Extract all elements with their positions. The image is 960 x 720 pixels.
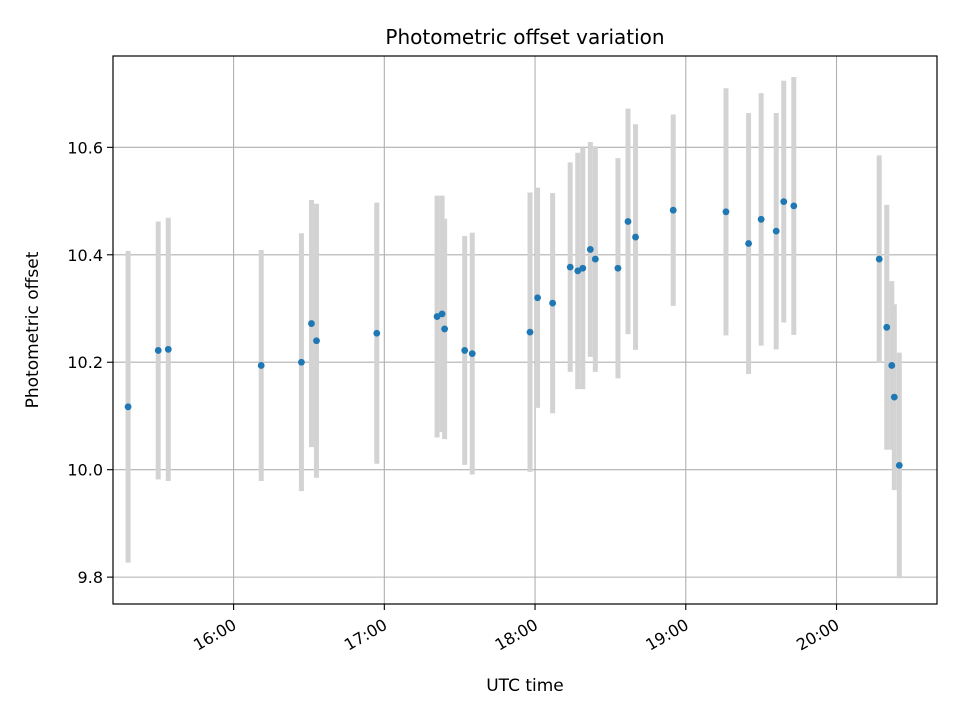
data-point: [586, 246, 594, 253]
data-point: [257, 362, 265, 369]
data-point: [526, 328, 534, 336]
data-point: [888, 362, 896, 369]
data-point: [883, 323, 891, 331]
data-point: [875, 255, 883, 263]
data-point: [722, 208, 730, 216]
data-point: [772, 227, 780, 235]
y-tick-label: 10.4: [67, 246, 103, 265]
data-point: [438, 310, 446, 318]
y-tick-label: 10.0: [67, 461, 103, 480]
y-axis-ticks: 9.8 10.0 10.2 10.4 10.6: [67, 138, 113, 587]
data-point: [669, 206, 677, 214]
data-point: [124, 403, 132, 411]
y-axis-title: Photometric offset: [23, 251, 43, 408]
data-point: [614, 264, 622, 272]
data-point: [757, 215, 765, 223]
data-point: [780, 198, 788, 205]
grid-lines: [113, 56, 937, 604]
data-point: [154, 347, 162, 354]
data-point: [566, 263, 574, 271]
data-point: [534, 294, 541, 302]
data-point: [433, 313, 441, 320]
data-point: [624, 218, 632, 225]
x-axis-title: UTC time: [486, 676, 564, 696]
data-point: [164, 345, 172, 353]
data-point: [890, 393, 898, 401]
data-point: [745, 240, 752, 247]
chart-title: Photometric offset variation: [385, 25, 664, 49]
y-tick-label: 10.2: [67, 353, 103, 372]
data-point: [468, 350, 476, 358]
data-point: [574, 267, 582, 275]
data-point: [441, 325, 449, 333]
data-point: [579, 264, 587, 272]
data-point: [298, 358, 305, 366]
y-tick-label: 9.8: [78, 568, 103, 587]
data-points: [124, 198, 903, 469]
data-point: [790, 202, 798, 210]
data-point: [895, 461, 903, 469]
data-point: [591, 255, 599, 263]
data-point: [313, 337, 320, 345]
plot-frame: [112, 55, 938, 605]
y-tick-label: 10.6: [67, 138, 103, 157]
data-point: [461, 347, 469, 354]
data-point: [549, 299, 557, 307]
data-point: [632, 233, 639, 241]
data-point: [373, 329, 381, 337]
data-point: [308, 320, 315, 327]
